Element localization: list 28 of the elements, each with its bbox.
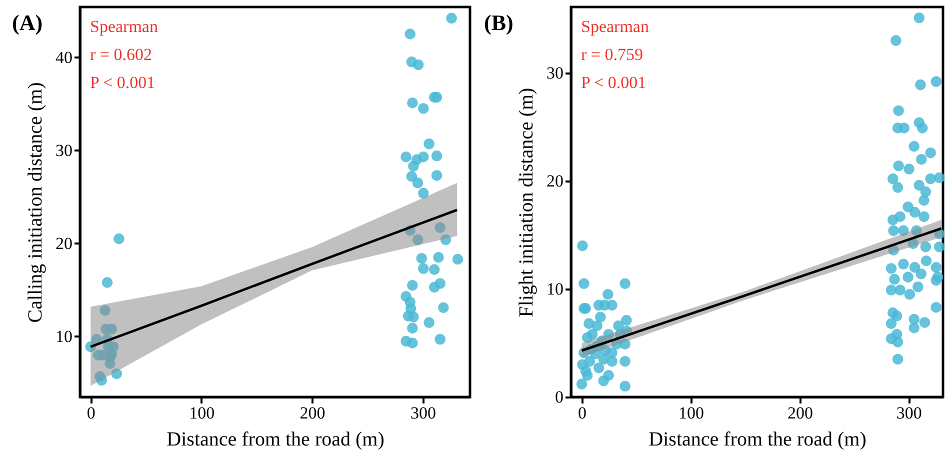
annotation: r = 0.602 [90, 45, 152, 64]
x-axis-title: Distance from the road (m) [166, 428, 384, 450]
annotation: P < 0.001 [90, 73, 156, 92]
x-axis-title: Distance from the road (m) [648, 428, 866, 450]
annotation: r = 0.759 [581, 45, 643, 64]
annotation: Spearman [581, 17, 650, 36]
x-tick-label: 200 [300, 404, 326, 422]
x-tick-label: 100 [189, 404, 215, 422]
y-axis-title: Flight initiation distance (m) [516, 88, 538, 318]
y-tick-label: 20 [56, 234, 72, 253]
chart-title: (B) [484, 10, 514, 35]
y-tick-label: 10 [56, 327, 72, 346]
y-tick-label: 30 [546, 63, 564, 82]
x-tick-label: 0 [86, 404, 96, 422]
annotation: P < 0.001 [581, 73, 646, 92]
chart-title: (A) [12, 10, 43, 35]
y-tick-label: 10 [546, 279, 564, 298]
y-tick-label: 40 [56, 48, 72, 67]
x-tick-label: 0 [578, 404, 587, 422]
y-axis-title: Calling initiation distance (m) [24, 82, 46, 323]
x-tick-label: 300 [410, 404, 436, 422]
x-tick-label: 200 [787, 404, 813, 422]
y-tick-label: 20 [546, 171, 564, 190]
annotation: Spearman [90, 17, 158, 36]
x-tick-label: 300 [896, 404, 922, 422]
x-tick-label: 100 [678, 404, 704, 422]
y-tick-label: 30 [56, 140, 72, 160]
y-tick-label: 0 [555, 388, 564, 406]
